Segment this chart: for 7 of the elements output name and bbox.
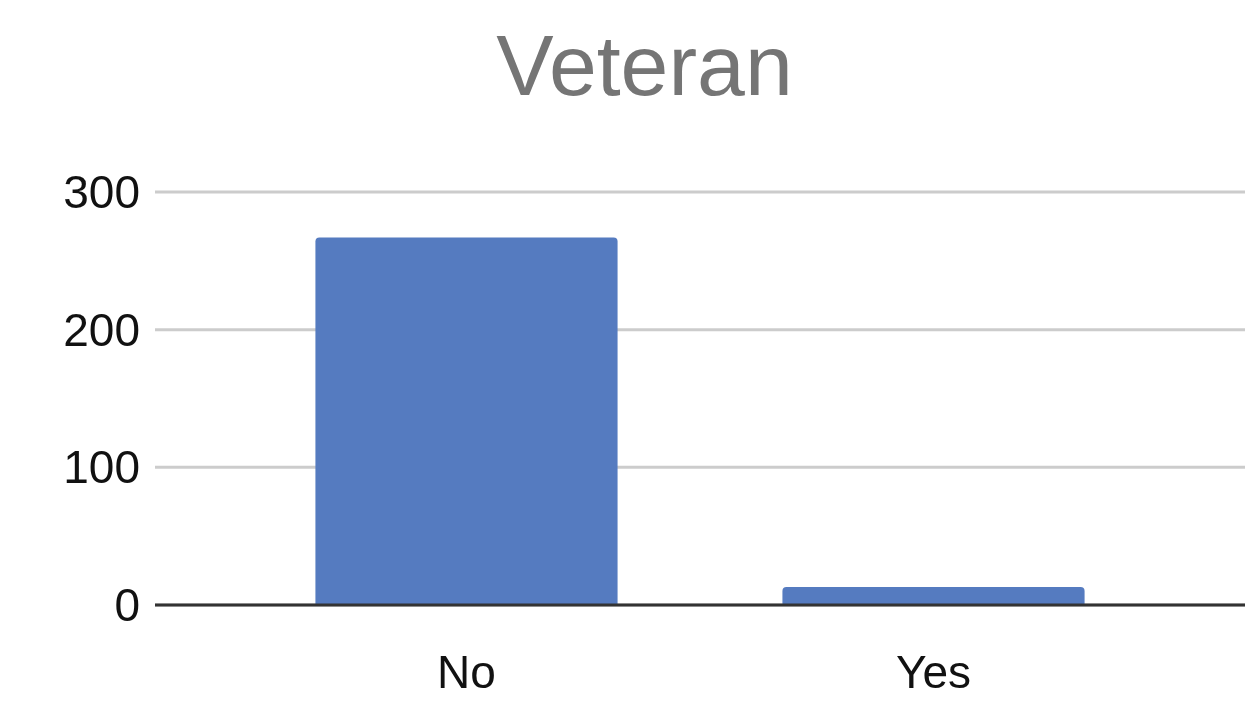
y-tick-label: 200 <box>63 303 140 356</box>
y-tick-label: 0 <box>114 579 140 632</box>
x-tick-label: Yes <box>895 646 972 698</box>
y-tick-label: 300 <box>63 166 140 219</box>
x-tick-label: No <box>437 646 496 698</box>
chart-title: Veteran <box>496 17 793 113</box>
y-tick-label: 100 <box>63 441 140 494</box>
